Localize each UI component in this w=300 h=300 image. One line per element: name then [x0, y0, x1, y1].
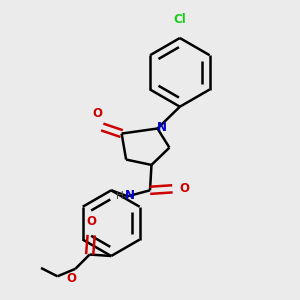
- Text: H: H: [116, 191, 124, 201]
- Text: O: O: [86, 214, 96, 228]
- Text: N: N: [157, 121, 167, 134]
- Text: O: O: [180, 182, 190, 195]
- Text: N: N: [125, 189, 135, 202]
- Text: O: O: [93, 106, 103, 119]
- Text: O: O: [67, 272, 77, 285]
- Text: Cl: Cl: [173, 13, 186, 26]
